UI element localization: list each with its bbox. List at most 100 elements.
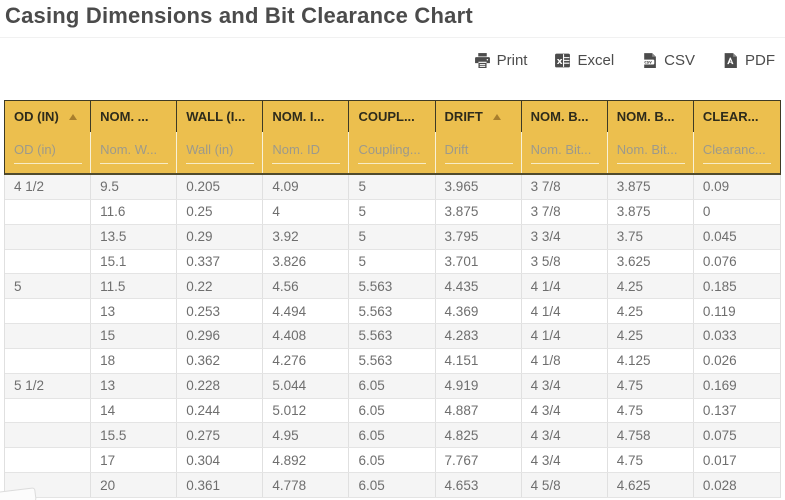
table-cell: 17 <box>91 448 178 473</box>
table-cell: 6.05 <box>349 448 436 473</box>
column-header-label: NOM. ... <box>100 109 149 124</box>
filter-cell-coupl <box>349 132 436 173</box>
table-cell: 0.304 <box>177 448 264 473</box>
filter-input-nom[interactable] <box>100 142 169 164</box>
column-header-od-in[interactable]: OD (IN) <box>5 101 92 132</box>
table-cell: 3.92 <box>263 224 350 249</box>
table-cell: 4.369 <box>436 299 522 324</box>
table-cell: 0.362 <box>177 348 264 373</box>
column-header-label: NOM. B... <box>530 109 589 124</box>
table-cell: 4.625 <box>608 473 694 497</box>
table-cell: 3 7/8 <box>522 199 608 224</box>
table-row: 20 0.361 4.778 6.05 4.653 4 5/8 4.625 0.028 <box>5 473 780 498</box>
filter-cell-nom-i <box>263 132 350 173</box>
table-cell: 5.563 <box>349 299 436 324</box>
table-cell: 4.283 <box>436 324 522 348</box>
column-header-coupl[interactable]: COUPL... <box>349 101 436 132</box>
table-cell: 4.653 <box>436 473 522 497</box>
table-cell: 4.25 <box>608 324 694 348</box>
table-cell: 0.253 <box>177 299 264 324</box>
filter-input-nom-b[interactable] <box>616 142 685 164</box>
table-cell: 5.563 <box>349 348 436 373</box>
table-cell: 0.296 <box>177 324 264 348</box>
column-header-drift[interactable]: DRIFT <box>436 101 522 132</box>
table-cell <box>5 398 92 423</box>
table-cell: 4 1/4 <box>522 324 608 348</box>
table-cell: 13.5 <box>91 224 178 249</box>
casing-dimensions-table: OD (IN) NOM. ... WALL (I... NOM. I... COUPL.… <box>4 100 781 498</box>
table-cell: 4.151 <box>436 348 522 373</box>
table-cell: 4.276 <box>263 348 350 373</box>
filter-cell-nom-b <box>522 132 608 173</box>
table-row: 13.5 0.29 3.92 5 3.795 3 3/4 3.75 0.045 <box>5 224 780 250</box>
table-cell: 4.408 <box>263 324 350 348</box>
table-cell: 4.892 <box>263 448 350 473</box>
column-header-clear[interactable]: CLEAR... <box>694 101 780 132</box>
table-cell: 4 1/4 <box>522 274 608 299</box>
table-cell <box>5 423 92 448</box>
table-cell: 3.701 <box>436 249 522 274</box>
filter-input-drift[interactable] <box>444 142 513 164</box>
table-cell: 5.563 <box>349 324 436 348</box>
table-cell: 6.05 <box>349 473 436 497</box>
table-cell: 3 5/8 <box>522 249 608 274</box>
filter-input-clear[interactable] <box>702 142 771 164</box>
filter-row <box>5 132 780 173</box>
table-row: 15 0.296 4.408 5.563 4.283 4 1/4 4.25 0.033 <box>5 324 780 349</box>
table-cell: 4.778 <box>263 473 350 497</box>
pdf-button-label: PDF <box>745 52 775 69</box>
table-cell: 4.919 <box>436 373 522 398</box>
filter-input-nom-i[interactable] <box>272 142 341 164</box>
column-header-nom[interactable]: NOM. ... <box>91 101 178 132</box>
table-cell <box>5 249 92 274</box>
column-header-label: NOM. B... <box>616 109 675 124</box>
table-cell: 0.119 <box>702 303 736 319</box>
page-title: Casing Dimensions and Bit Clearance Char… <box>5 3 473 28</box>
table-cell: 4.494 <box>263 299 350 324</box>
excel-button[interactable]: x Excel <box>554 52 614 69</box>
filter-cell-nom-b <box>608 132 694 173</box>
table-cell: 3 3/4 <box>522 224 608 249</box>
filter-input-wall-i[interactable] <box>186 142 255 164</box>
table-row: 14 0.244 5.012 6.05 4.887 4 3/4 4.75 0.137 <box>5 398 780 424</box>
column-header-wall-i[interactable]: WALL (I... <box>177 101 264 132</box>
pdf-button[interactable]: PDF <box>722 52 775 69</box>
filter-cell-nom <box>91 132 178 173</box>
table-cell <box>5 299 92 324</box>
table-cell <box>5 324 92 348</box>
column-header-nom-b[interactable]: NOM. B... <box>608 101 694 132</box>
sort-ascending-icon <box>492 113 501 120</box>
table-cell: 4.75 <box>608 398 694 423</box>
table-cell: 0.137 <box>702 403 737 419</box>
print-button[interactable]: Print <box>474 52 528 69</box>
table-cell: 4.825 <box>436 423 522 448</box>
column-header-nom-b[interactable]: NOM. B... <box>522 101 608 132</box>
column-header-label: OD (IN) <box>14 109 59 124</box>
csv-button[interactable]: csv CSV <box>641 52 695 69</box>
column-header-nom-i[interactable]: NOM. I... <box>263 101 350 132</box>
filter-input-coupl[interactable] <box>358 142 427 164</box>
pdf-icon <box>722 52 739 69</box>
table-cell: 3.75 <box>608 224 694 249</box>
table-cell: 11.5 <box>91 274 178 299</box>
table-cell: 5 <box>5 274 92 299</box>
table-cell: 0.026 <box>702 353 737 369</box>
table-cell: 4.758 <box>608 423 694 448</box>
table-cell: 4.75 <box>608 448 694 473</box>
table-cell: 0.169 <box>702 378 737 394</box>
table-cell: 5.563 <box>349 274 436 299</box>
filter-input-od-in[interactable] <box>14 142 82 164</box>
table-cell: 9.5 <box>91 175 178 199</box>
table-cell <box>5 224 92 249</box>
table-cell: 15.5 <box>91 423 178 448</box>
csv-icon: csv <box>641 52 658 69</box>
table-cell: 20 <box>91 473 178 497</box>
table-cell: 14 <box>91 398 178 423</box>
print-button-label: Print <box>496 52 528 69</box>
table-cell: 4 3/4 <box>522 423 608 448</box>
table-cell: 3.625 <box>608 249 694 274</box>
table-cell: 5 <box>349 175 436 199</box>
filter-input-nom-b[interactable] <box>530 142 599 164</box>
table-cell: 18 <box>91 348 178 373</box>
table-cell: 4.25 <box>608 299 694 324</box>
